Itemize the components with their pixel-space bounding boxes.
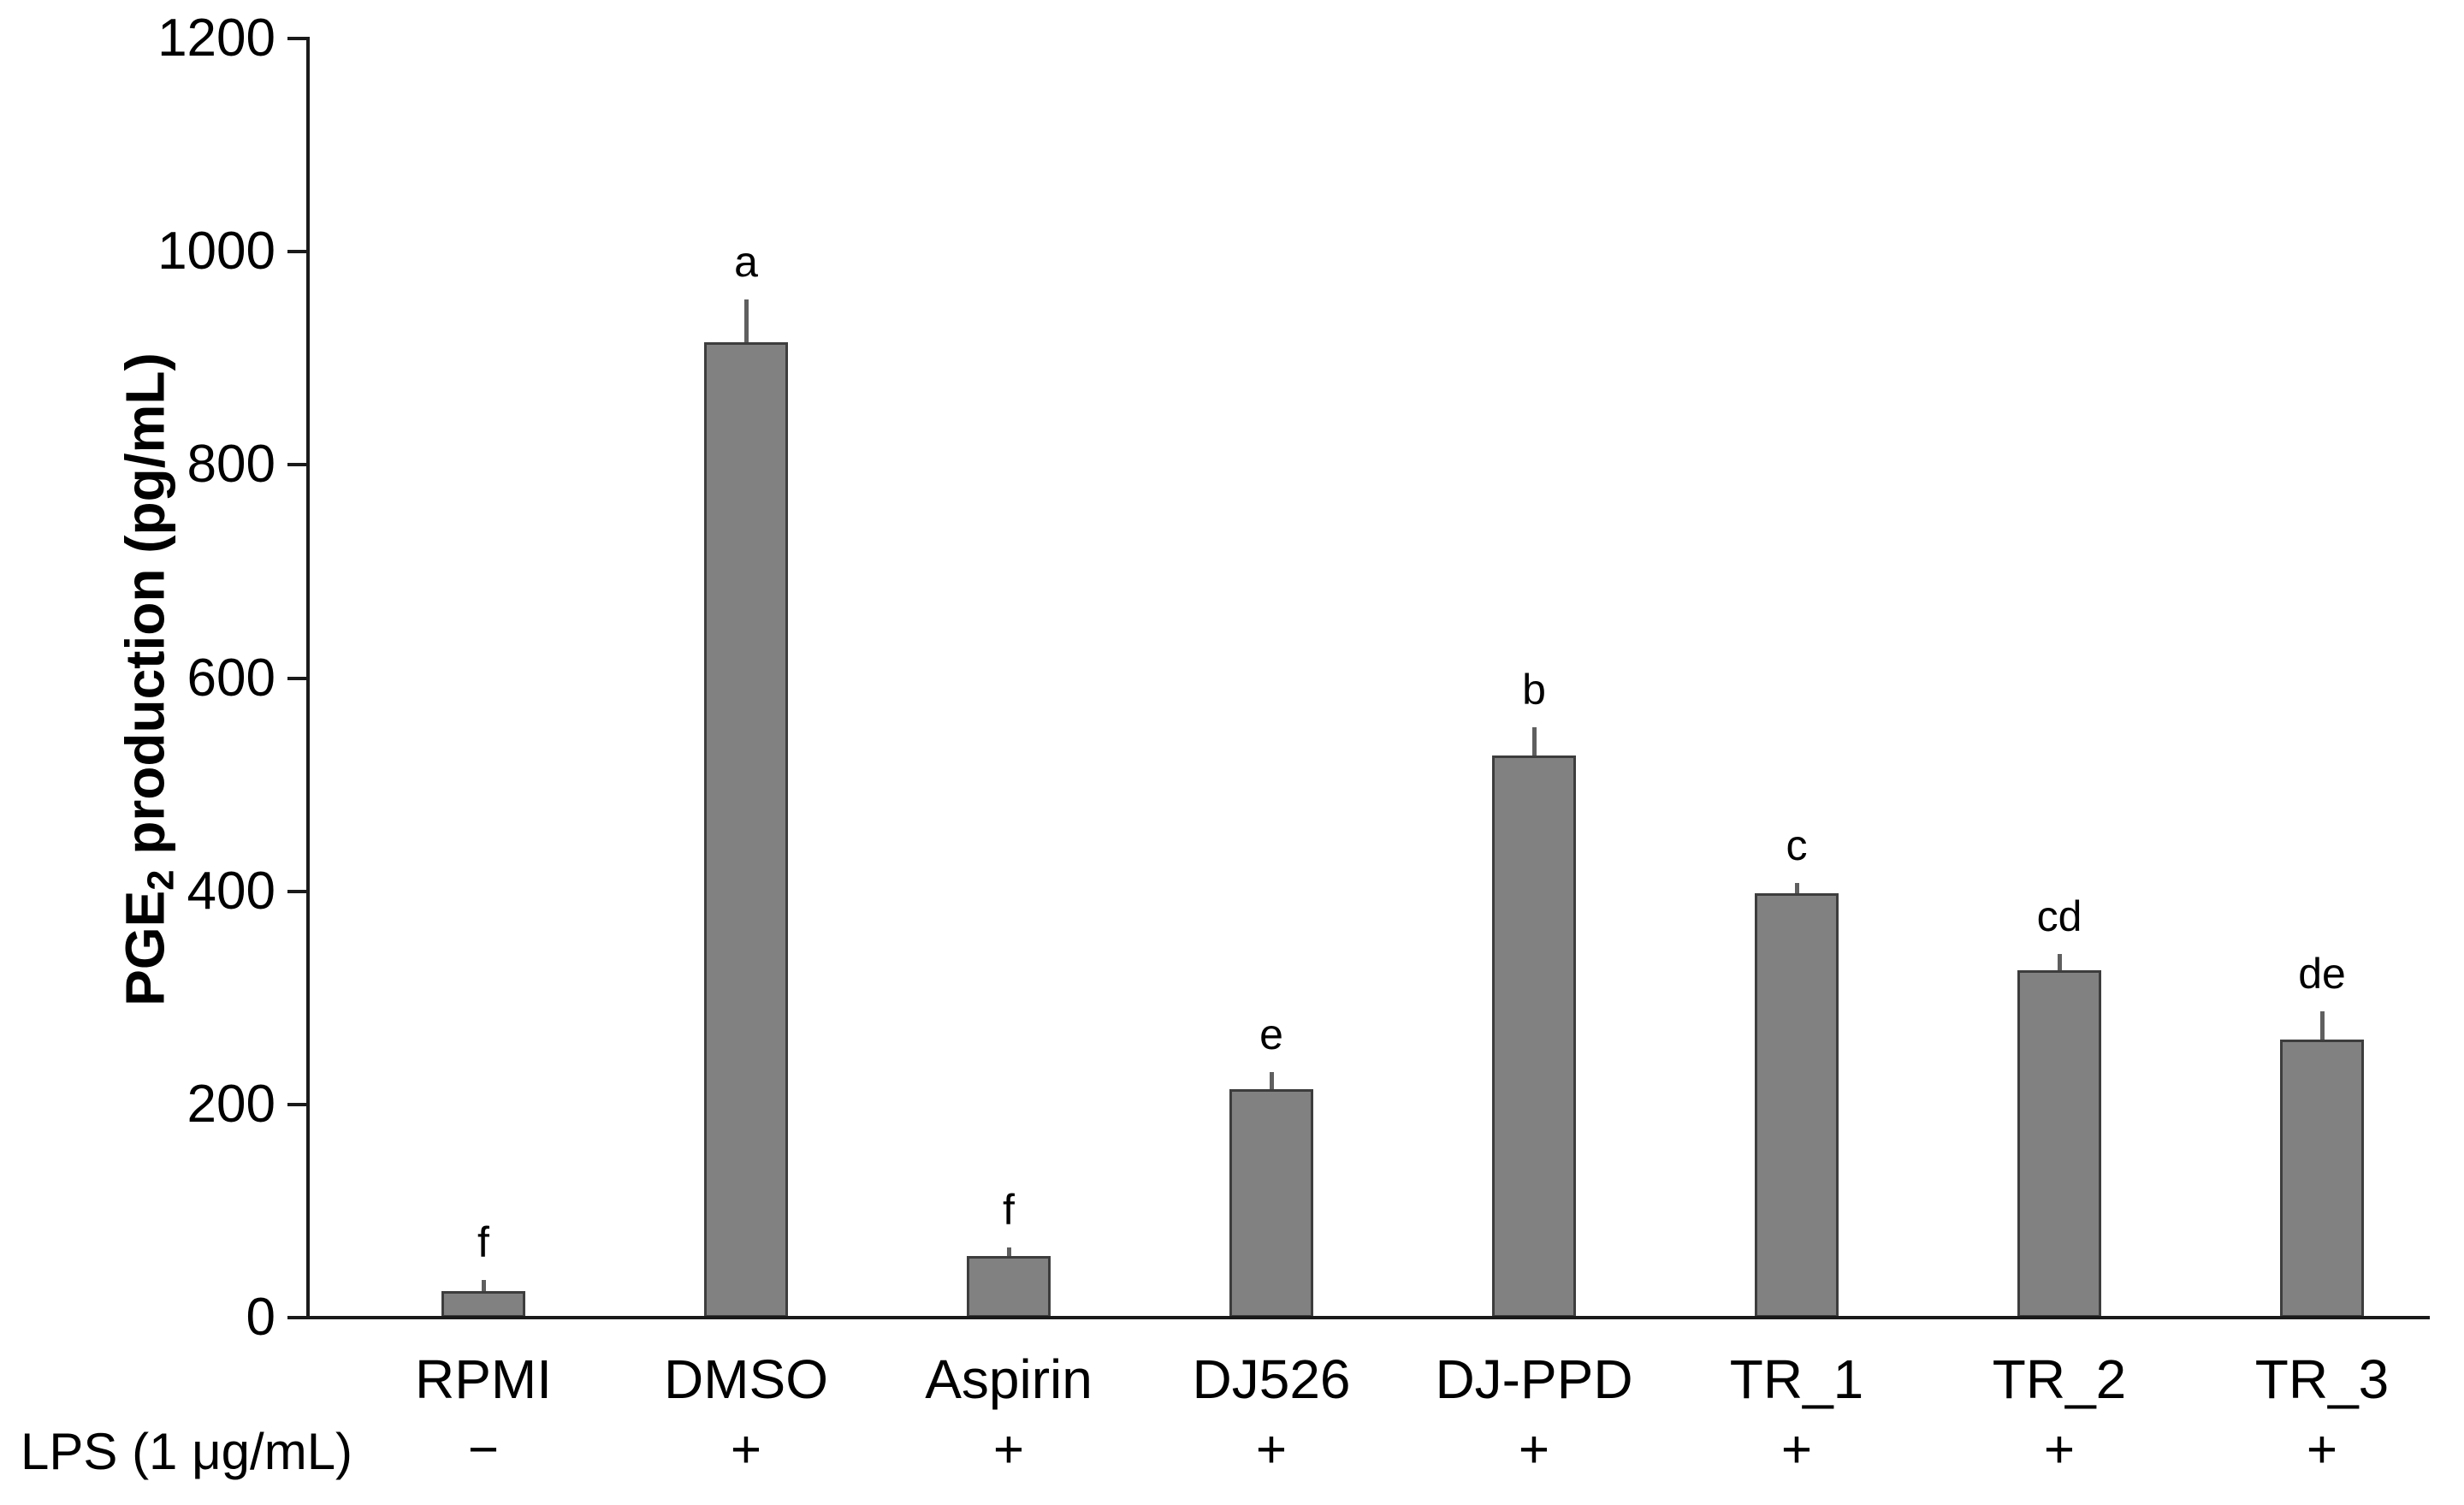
lps-symbol: − <box>467 1420 500 1479</box>
bar <box>1755 893 1839 1318</box>
lps-symbol: + <box>730 1420 762 1479</box>
y-tick-label: 1200 <box>157 9 275 68</box>
category-label: Aspirin <box>925 1348 1093 1410</box>
y-tick-mark <box>287 889 308 893</box>
sig-letter: cd <box>2036 892 2082 941</box>
sig-letter: f <box>1003 1185 1015 1234</box>
y-tick-mark <box>287 37 308 40</box>
category-label: RPMI <box>415 1348 552 1410</box>
y-tick-label: 400 <box>187 861 275 921</box>
lps-symbol: + <box>1255 1420 1288 1479</box>
bar <box>704 342 788 1318</box>
y-tick-label: 600 <box>187 648 275 708</box>
lps-symbol: + <box>1518 1420 1550 1479</box>
y-tick-label: 0 <box>246 1288 275 1347</box>
y-tick-mark <box>287 1316 308 1319</box>
y-axis-line <box>306 37 310 1319</box>
y-axis-title-suffix: production (pg/mL) <box>114 353 176 870</box>
y-tick-mark <box>287 676 308 680</box>
error-bar <box>743 299 749 360</box>
y-tick-label: 200 <box>187 1074 275 1134</box>
lps-symbol: + <box>992 1420 1025 1479</box>
y-tick-label: 800 <box>187 435 275 495</box>
bar <box>2017 969 2101 1318</box>
y-tick-label: 1000 <box>157 222 275 281</box>
x-axis-line <box>306 1316 2430 1319</box>
bar <box>1229 1089 1313 1318</box>
bar <box>967 1255 1051 1318</box>
y-tick-mark <box>287 250 308 254</box>
lps-row-label: LPS (1 μg/mL) <box>21 1423 353 1480</box>
error-bar <box>2319 1011 2325 1057</box>
y-tick-mark <box>287 463 308 467</box>
error-bar <box>1531 726 1537 773</box>
lps-symbol: + <box>2306 1420 2338 1479</box>
sig-letter: f <box>477 1218 489 1267</box>
category-label: DJ526 <box>1192 1348 1351 1410</box>
lps-symbol: + <box>2043 1420 2076 1479</box>
sig-letter: e <box>1259 1010 1283 1059</box>
category-label: TR_1 <box>1729 1348 1864 1410</box>
category-label: DMSO <box>664 1348 828 1410</box>
category-label: TR_2 <box>1992 1348 2127 1410</box>
category-label: DJ-PPD <box>1435 1348 1633 1410</box>
lps-symbol: + <box>1780 1420 1813 1479</box>
sig-letter: c <box>1786 821 1808 869</box>
bar <box>2280 1039 2364 1318</box>
category-label: TR_3 <box>2254 1348 2390 1410</box>
y-tick-mark <box>287 1102 308 1106</box>
sig-letter: b <box>1522 665 1546 714</box>
sig-letter: a <box>734 238 758 287</box>
bar <box>441 1290 525 1318</box>
bar <box>1492 755 1576 1318</box>
sig-letter: de <box>2298 950 2346 998</box>
